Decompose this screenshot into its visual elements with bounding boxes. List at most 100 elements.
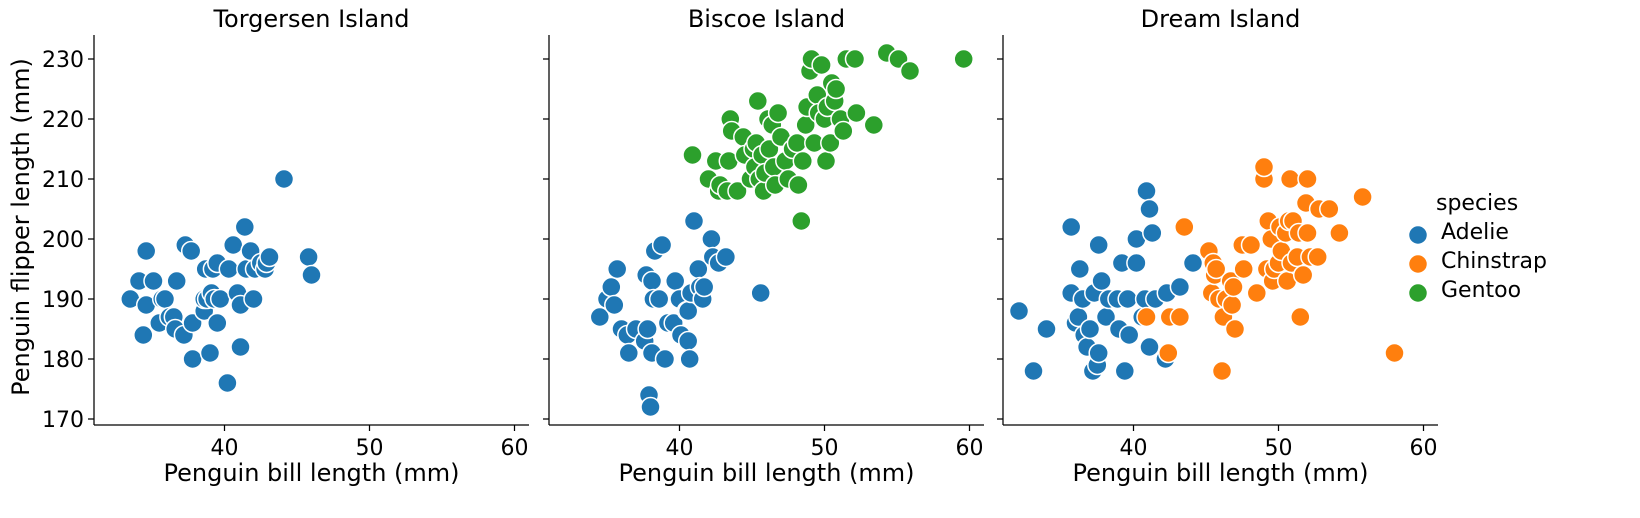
data-point bbox=[1240, 234, 1262, 256]
legend-label-adelie: Adelie bbox=[1441, 220, 1509, 245]
x-tick-label: 50 bbox=[356, 436, 384, 461]
data-point bbox=[815, 150, 837, 172]
data-point bbox=[1142, 222, 1163, 244]
data-point bbox=[1174, 216, 1195, 238]
x-axis-title: Penguin bill length (mm) bbox=[163, 459, 459, 487]
data-point bbox=[1091, 270, 1112, 292]
data-point bbox=[682, 144, 703, 166]
y-axis-title: Penguin flipper length (mm) bbox=[7, 58, 35, 396]
data-point bbox=[844, 48, 866, 70]
data-point bbox=[207, 312, 228, 334]
x-tick-label: 60 bbox=[501, 436, 529, 461]
data-point bbox=[243, 288, 264, 310]
legend-title: species bbox=[1436, 191, 1518, 216]
data-point bbox=[154, 288, 176, 310]
data-point bbox=[209, 288, 231, 310]
panel-1: Biscoe Island 40 50 60 Penguin bill length (… bbox=[543, 5, 984, 487]
data-point bbox=[182, 348, 203, 370]
data-point bbox=[1136, 306, 1157, 328]
panel-0: Torgersen Island 170 180 190 200 210 220 230 40 5… bbox=[42, 5, 529, 487]
panel-title: Dream Island bbox=[1141, 5, 1301, 33]
x-tick-label: 40 bbox=[211, 436, 239, 461]
data-point bbox=[640, 396, 661, 418]
data-point bbox=[1319, 198, 1340, 220]
data-point bbox=[1307, 246, 1328, 268]
legend-marker-adelie bbox=[1407, 224, 1429, 246]
y-tick-label: 170 bbox=[42, 408, 84, 433]
data-point bbox=[618, 342, 640, 364]
series-adelie bbox=[120, 168, 322, 394]
x-axis-title: Penguin bill length (mm) bbox=[1072, 459, 1368, 487]
y-tick-label: 200 bbox=[42, 228, 84, 253]
data-point bbox=[1169, 276, 1191, 298]
data-point bbox=[767, 102, 789, 124]
legend: species Adelie Chinstrap Gentoo bbox=[1407, 191, 1547, 304]
y-tick-label: 220 bbox=[42, 108, 84, 133]
data-point bbox=[641, 270, 663, 292]
data-point bbox=[301, 264, 322, 286]
data-point bbox=[218, 258, 240, 280]
x-tick-label: 40 bbox=[1120, 436, 1148, 461]
data-point bbox=[811, 54, 832, 76]
data-point bbox=[1118, 324, 1140, 346]
data-point bbox=[1223, 276, 1244, 298]
data-point bbox=[664, 270, 686, 292]
data-point bbox=[825, 78, 847, 100]
data-point bbox=[788, 174, 809, 196]
data-point bbox=[1126, 252, 1147, 274]
data-point bbox=[1297, 222, 1318, 244]
data-point bbox=[1079, 318, 1101, 340]
data-point bbox=[1036, 318, 1057, 340]
data-point bbox=[1060, 216, 1082, 238]
data-point bbox=[1088, 342, 1109, 364]
data-point bbox=[899, 60, 921, 82]
data-point bbox=[679, 348, 700, 370]
y-tick-label: 210 bbox=[42, 168, 84, 193]
data-point bbox=[606, 258, 628, 280]
x-tick-label: 50 bbox=[1265, 436, 1293, 461]
data-point bbox=[683, 210, 705, 232]
panels: Torgersen Island 170 180 190 200 210 220 230 40 5… bbox=[42, 5, 1438, 487]
y-tick-label: 230 bbox=[42, 48, 84, 73]
data-point bbox=[846, 102, 867, 124]
data-point bbox=[180, 240, 202, 262]
data-point bbox=[199, 342, 221, 364]
data-point bbox=[786, 132, 808, 154]
data-point bbox=[1117, 288, 1138, 310]
panel-title: Biscoe Island bbox=[688, 5, 845, 33]
legend-label-gentoo: Gentoo bbox=[1441, 278, 1521, 303]
data-point bbox=[1384, 342, 1405, 364]
x-tick-label: 60 bbox=[956, 436, 984, 461]
data-point bbox=[1297, 168, 1318, 190]
data-point bbox=[715, 246, 737, 268]
x-tick-label: 40 bbox=[666, 436, 694, 461]
data-point bbox=[1158, 342, 1179, 364]
panel-2: Dream Island 40 50 60 Penguin bill length (m… bbox=[997, 5, 1438, 487]
series-chinstrap bbox=[1136, 156, 1405, 382]
data-point bbox=[135, 240, 157, 262]
data-point bbox=[863, 114, 885, 136]
data-point bbox=[1221, 294, 1243, 316]
data-point bbox=[222, 234, 244, 256]
data-point bbox=[1169, 306, 1191, 328]
data-point bbox=[1182, 252, 1204, 274]
data-point bbox=[747, 90, 769, 112]
data-point bbox=[1088, 234, 1109, 256]
data-point bbox=[648, 288, 670, 310]
data-point bbox=[1246, 282, 1268, 304]
data-point bbox=[750, 282, 771, 304]
x-axis-title: Penguin bill length (mm) bbox=[618, 459, 914, 487]
data-point bbox=[604, 294, 625, 316]
data-point bbox=[654, 348, 676, 370]
series-gentoo bbox=[682, 42, 974, 232]
data-point bbox=[1114, 360, 1136, 382]
data-point bbox=[1279, 168, 1301, 190]
x-tick-label: 60 bbox=[1410, 436, 1438, 461]
data-point bbox=[1253, 156, 1275, 178]
data-point bbox=[133, 324, 154, 346]
legend-label-chinstrap: Chinstrap bbox=[1441, 249, 1547, 274]
y-tick-label: 180 bbox=[42, 348, 84, 373]
data-point bbox=[701, 228, 722, 250]
data-point bbox=[651, 234, 673, 256]
data-point bbox=[637, 318, 658, 340]
